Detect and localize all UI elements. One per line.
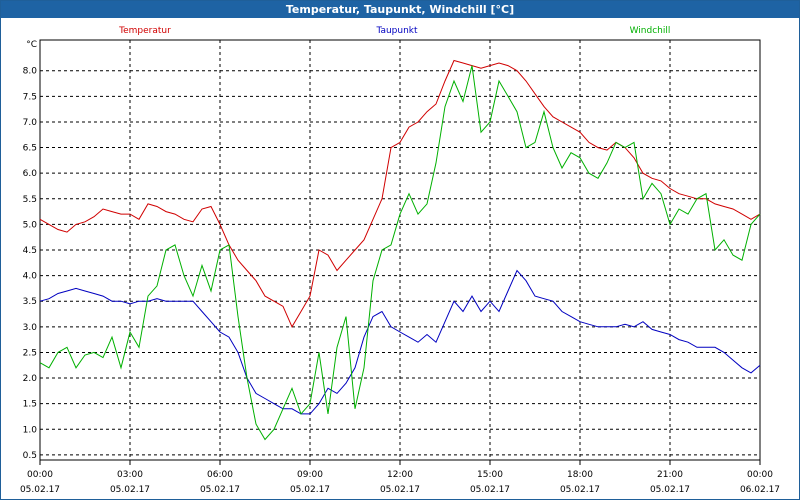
x-tick-time-label: 09:00 [297,470,323,480]
x-tick-time-label: 18:00 [567,470,593,480]
legend-label-temperatur: Temperatur [118,26,171,36]
y-tick-label: 3.0 [23,323,38,333]
x-tick-date-label: 05.02.17 [650,485,690,495]
x-tick-date-label: 05.02.17 [110,485,150,495]
y-tick-label: 2.0 [23,374,38,384]
legend-label-taupunkt: Taupunkt [375,26,418,36]
x-tick-time-label: 12:00 [387,470,413,480]
x-tick-date-label: 05.02.17 [470,485,510,495]
y-tick-label: 6.0 [23,169,38,179]
y-tick-label: 7.0 [23,118,38,128]
series-line-taupunkt [39,269,761,415]
x-tick-time-label: 21:00 [657,470,683,480]
y-axis-unit-label: °C [26,40,37,50]
y-tick-label: 5.5 [23,195,37,205]
x-tick-time-label: 00:00 [27,470,53,480]
x-tick-time-label: 06:00 [207,470,233,480]
series-line-temperatur [39,59,761,328]
y-tick-label: 4.5 [23,246,37,256]
y-tick-label: 7.5 [23,92,37,102]
x-tick-date-label: 05.02.17 [290,485,330,495]
window-title: Temperatur, Taupunkt, Windchill [°C] [1,1,799,18]
y-tick-label: 1.0 [23,425,38,435]
x-tick-time-label: 15:00 [477,470,503,480]
x-tick-date-label: 05.02.17 [20,485,60,495]
y-tick-label: 5.0 [23,220,38,230]
y-tick-label: 0.5 [23,451,37,461]
y-tick-label: 3.5 [23,297,37,307]
y-tick-label: 8.0 [23,67,38,77]
y-tick-label: 4.0 [23,272,38,282]
y-tick-label: 1.5 [23,400,37,410]
x-tick-date-label: 05.02.17 [560,485,600,495]
series-line-windchill [39,65,761,441]
x-tick-date-label: 05.02.17 [380,485,420,495]
legend-label-windchill: Windchill [630,26,671,36]
x-tick-date-label: 06.02.17 [740,485,780,495]
x-tick-date-label: 05.02.17 [200,485,240,495]
y-tick-label: 6.5 [23,144,37,154]
x-tick-time-label: 00:00 [747,470,773,480]
x-tick-time-label: 03:00 [117,470,143,480]
y-tick-label: 2.5 [23,348,37,358]
